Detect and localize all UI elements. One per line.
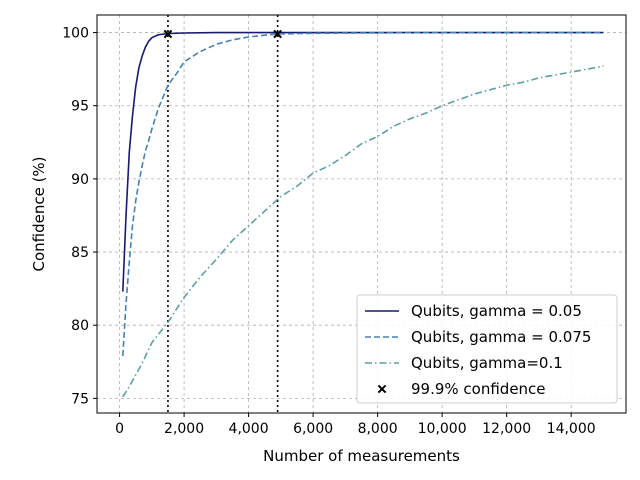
series-line-1 — [122, 31, 604, 356]
y-tick-label: 100 — [62, 26, 89, 42]
legend-label-gamma-01: Qubits, gamma=0.1 — [411, 354, 563, 372]
y-tick-label: 90 — [71, 172, 89, 188]
series-line-2 — [122, 65, 604, 398]
series-layer — [122, 31, 604, 398]
x-tick-label: 8,000 — [358, 421, 398, 437]
legend-label-gamma-0075: Qubits, gamma = 0.075 — [411, 328, 591, 346]
y-tick-label: 80 — [71, 318, 89, 334]
threshold-lines — [167, 15, 279, 413]
legend-marker-x — [377, 384, 387, 394]
y-tick-label: 75 — [71, 391, 89, 407]
legend: Qubits, gamma = 0.05 Qubits, gamma = 0.0… — [356, 294, 618, 404]
x-tick-label: 4,000 — [229, 421, 269, 437]
legend-box — [356, 294, 618, 404]
x-tick-label: 10,000 — [418, 421, 467, 437]
x-tick-label: 12,000 — [482, 421, 531, 437]
y-axis-label: Confidence (%) — [30, 156, 48, 271]
legend-label-confidence: 99.9% confidence — [411, 380, 546, 398]
plot-frame — [96, 14, 627, 414]
y-tick-label: 85 — [71, 245, 89, 261]
series-line-0 — [122, 31, 604, 292]
x-axis-label: Number of measurements — [263, 447, 460, 465]
y-tick-label: 95 — [71, 99, 89, 115]
legend-x-marker-icon — [377, 384, 387, 394]
x-tick-label: 14,000 — [547, 421, 596, 437]
marker-layer — [163, 29, 282, 39]
confidence-marker — [273, 29, 282, 39]
x-tick-label: 6,000 — [293, 421, 333, 437]
x-tick-label: 2,000 — [164, 421, 204, 437]
x-tick-label: 0 — [115, 421, 124, 437]
confidence-marker — [163, 29, 173, 39]
ticks: 0 2,000 4,000 6,000 8,000 10,000 12,000 14,000 7… — [62, 26, 595, 437]
legend-label-gamma-005: Qubits, gamma = 0.05 — [411, 302, 582, 320]
